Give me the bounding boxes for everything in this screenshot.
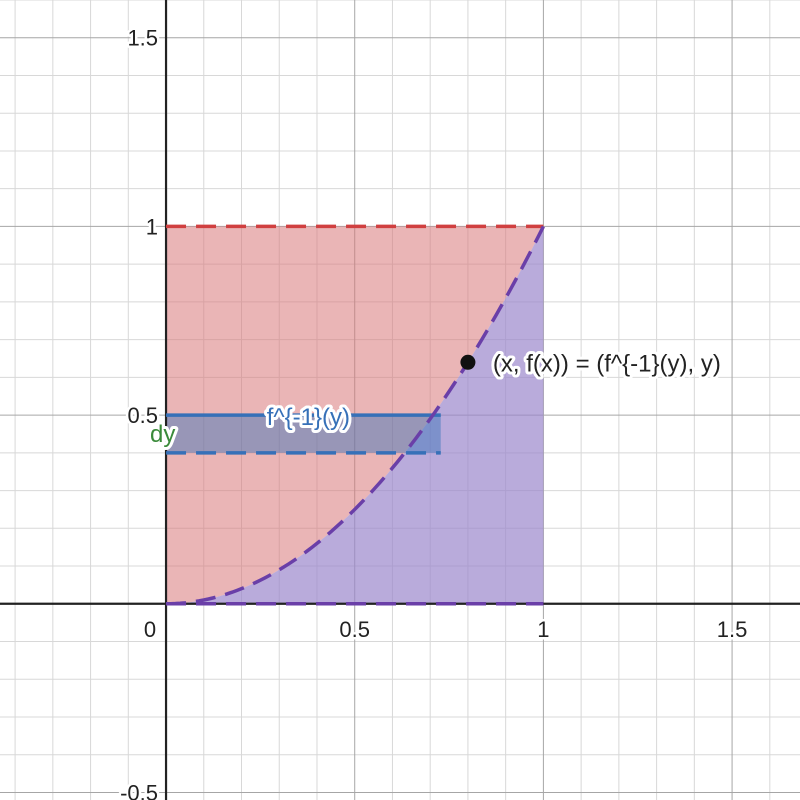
x-tick-label: 0: [144, 617, 156, 642]
y-tick-label: 1: [146, 214, 158, 239]
curve-line: [166, 225, 545, 606]
y-tick-label: -0.5: [120, 780, 158, 800]
x-tick-label: 0.5: [339, 617, 370, 642]
region-under-curve: [166, 226, 544, 604]
y-tick-label: 1.5: [127, 26, 158, 51]
point-marker: [460, 354, 476, 370]
strip-side-label: dy: [150, 421, 175, 448]
tick-labels: 0 0.5 1 1.5 1.5 1 0.5 -0.5: [118, 23, 750, 800]
x-tick-label: 1: [537, 617, 549, 642]
graph-lines: [166, 224, 545, 606]
point-label: (x, f(x)) = (f^{-1}(y), y): [493, 350, 721, 377]
y-tick-label: 0.5: [127, 403, 158, 428]
x-tick-label: 1.5: [717, 617, 748, 642]
strip-top-label: f^{-1}(y): [267, 404, 350, 431]
annotations: f^{-1}(y) dy (x, f(x)) = (f^{-1}(y), y): [147, 347, 724, 451]
strip-rect: [166, 415, 441, 453]
